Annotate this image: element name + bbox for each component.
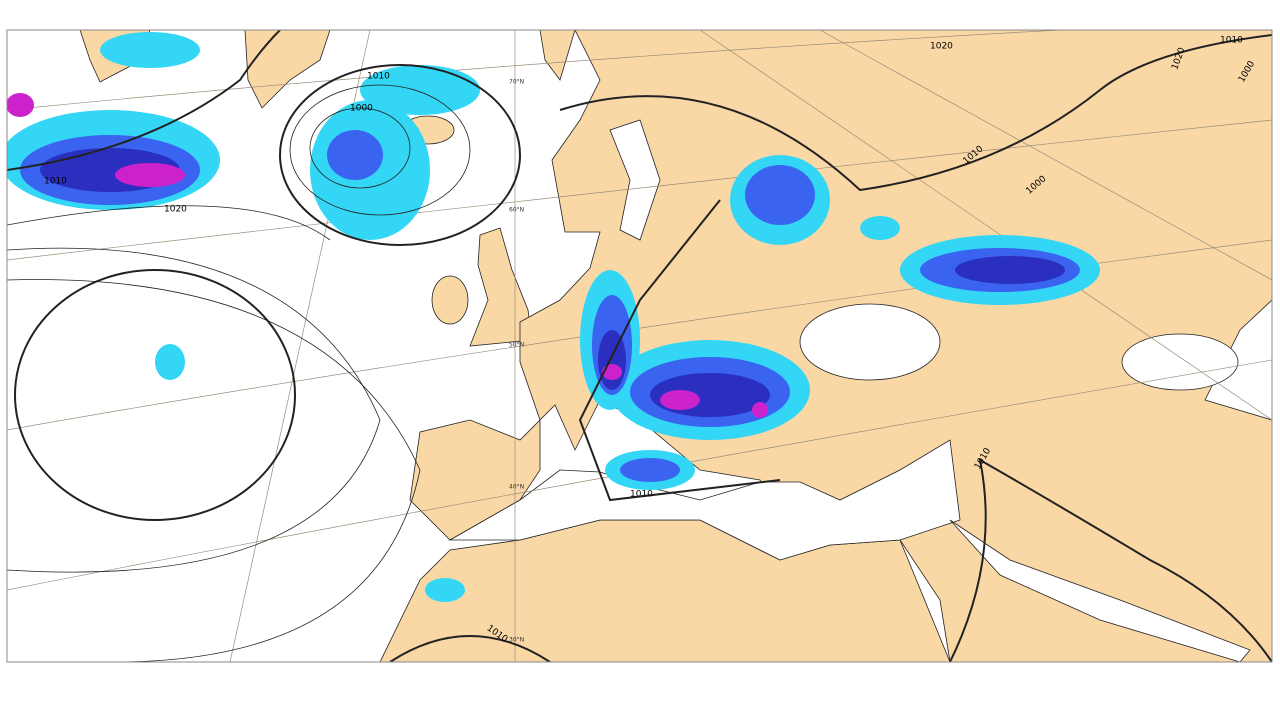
isobar-label: 1010	[630, 490, 653, 500]
isobar-label: 1000	[350, 104, 373, 114]
inland-seas	[448, 119, 1251, 662]
isobars	[7, 30, 1272, 662]
latitude-label: 40°N	[509, 484, 524, 491]
isobar-label: 1010	[1220, 36, 1243, 46]
latitude-label: 30°N	[509, 637, 524, 644]
isobar-label: 1020	[164, 205, 187, 215]
latitude-label: 70°N	[509, 79, 524, 86]
map-frame	[6, 29, 1273, 663]
isobar-label: 1020	[930, 42, 953, 52]
isobar-label: 1010	[44, 177, 67, 187]
map-body: 1000 1010 1000 1010 1020 1020 1010 1000 …	[7, 30, 1272, 662]
precipitation	[7, 32, 1100, 602]
latitude-label: 60°N	[509, 207, 524, 214]
isobar-label: 1000	[213, 48, 236, 58]
latitude-label-group: 70°N 60°N 50°N 40°N 30°N	[509, 79, 524, 644]
isobar-label: 1010	[367, 72, 390, 82]
latitude-label: 50°N	[509, 342, 524, 349]
